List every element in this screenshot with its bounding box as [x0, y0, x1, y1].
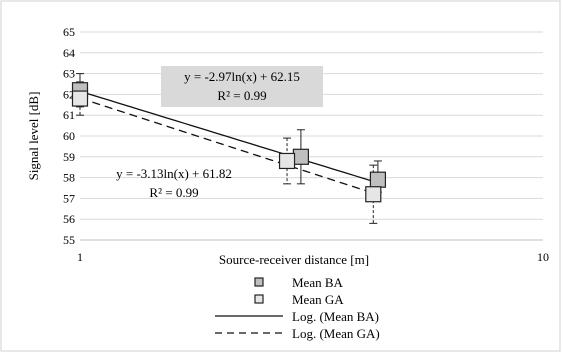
trendline-ba: [79, 90, 379, 184]
data-point-ga: [278, 152, 296, 170]
equation-ga: y = -3.13ln(x) + 61.82: [116, 166, 232, 181]
equation-box-ba: [161, 66, 323, 107]
legend-marker-ba: [254, 277, 264, 287]
legend-label-log-ga: Log. (Mean GA): [292, 326, 380, 341]
y-tick-label: 59: [63, 150, 75, 164]
x-axis-title: Source-receiver distance [m]: [219, 252, 369, 267]
data-point-ga: [71, 90, 89, 107]
x-tick-label: 10: [537, 250, 549, 264]
equation-ba: y = -2.97ln(x) + 62.15: [184, 69, 300, 84]
y-tick-label: 64: [63, 46, 75, 60]
y-tick-label: 55: [63, 233, 75, 247]
legend-label-ba: Mean BA: [292, 275, 344, 290]
y-axis-title: Signal level [dB]: [26, 92, 41, 181]
y-tick-label: 65: [63, 25, 75, 39]
r2-ga: R² = 0.99: [149, 185, 198, 200]
legend-marker-ga: [254, 294, 264, 304]
y-tick-label: 57: [63, 191, 75, 205]
legend-label-ga: Mean GA: [292, 292, 344, 307]
grid: [80, 31, 543, 220]
y-tick-label: 56: [63, 212, 75, 226]
trendlines: [79, 90, 379, 194]
y-tick-label: 61: [63, 108, 75, 122]
data-point-ba: [369, 171, 387, 188]
data-point-ba: [292, 148, 310, 165]
y-tick-label: 60: [63, 129, 75, 143]
y-tick-label: 63: [63, 67, 75, 81]
data-point-ga: [365, 186, 382, 203]
y-tick-label: 58: [63, 171, 75, 185]
data-points: [71, 82, 387, 203]
r2-ba: R² = 0.99: [217, 88, 266, 103]
x-tick-label: 1: [77, 250, 83, 264]
legend: Mean BA Mean GA Log. (Mean BA) Log. (Mea…: [215, 275, 380, 341]
legend-label-log-ba: Log. (Mean BA): [292, 309, 379, 324]
